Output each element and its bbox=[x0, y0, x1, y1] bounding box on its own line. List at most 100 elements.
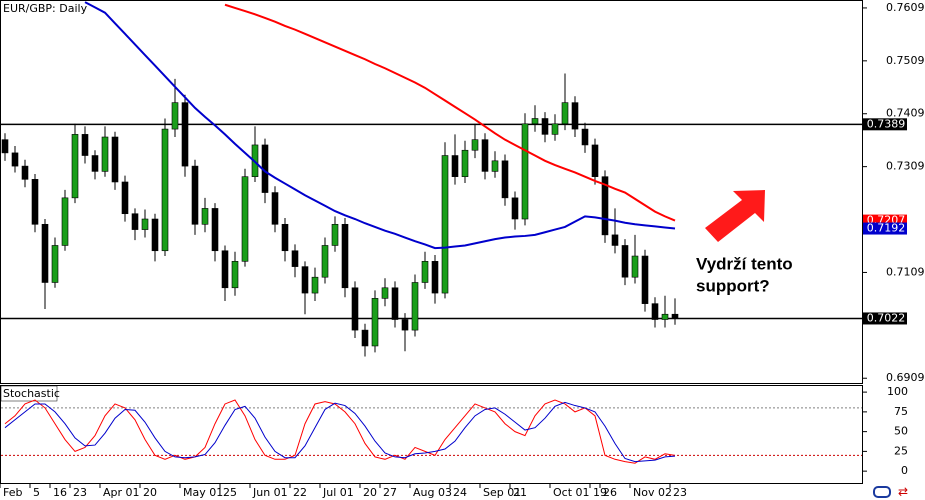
x-tick-label: Nov 02 bbox=[633, 486, 672, 499]
candle-body bbox=[501, 160, 509, 199]
candle-body bbox=[351, 287, 359, 331]
candle-body bbox=[371, 298, 379, 347]
indicator-tick-label: 25 bbox=[894, 444, 908, 457]
candle-body bbox=[301, 266, 309, 294]
candle-body bbox=[461, 149, 469, 177]
candle-body bbox=[451, 155, 459, 177]
y-tick-label: 0.6909 bbox=[886, 371, 925, 384]
x-tick-label: Feb bbox=[3, 486, 22, 499]
candle-body bbox=[221, 250, 229, 289]
y-tick-label: 0.7509 bbox=[886, 54, 925, 67]
title-box bbox=[1, 1, 83, 17]
price-panel bbox=[0, 0, 863, 384]
candle-body bbox=[11, 152, 19, 167]
candle-body bbox=[41, 223, 49, 283]
candle-body bbox=[571, 102, 579, 130]
x-tick-label: 21 bbox=[513, 486, 527, 499]
candle-body bbox=[161, 128, 169, 252]
candle-body bbox=[551, 123, 559, 135]
annotation: Vydrží tento bbox=[696, 254, 793, 273]
candle-body bbox=[671, 313, 679, 319]
y-tick-label: 0.7309 bbox=[886, 160, 925, 173]
candle-body bbox=[511, 197, 519, 220]
indicator-tick-label: 0 bbox=[901, 464, 908, 477]
candle-body bbox=[211, 208, 219, 252]
candle-body bbox=[541, 118, 549, 135]
icon bbox=[873, 486, 891, 498]
candle-body bbox=[131, 213, 139, 230]
y-tick-label: 0.7609 bbox=[886, 1, 925, 14]
x-tick-label: Oct 01 bbox=[553, 486, 590, 499]
level-label: 0.7389 bbox=[867, 117, 906, 130]
candle-body bbox=[291, 250, 299, 267]
candle-body bbox=[491, 160, 499, 172]
x-tick-label: 23 bbox=[73, 486, 87, 499]
y-tick-label: 0.7409 bbox=[886, 107, 925, 120]
candle-body bbox=[241, 176, 249, 262]
candle-body bbox=[391, 287, 399, 320]
x-tick-label: 22 bbox=[293, 486, 307, 499]
candle-body bbox=[661, 313, 669, 320]
x-tick-label: Jun 01 bbox=[252, 486, 288, 499]
x-tick-label: May 01 bbox=[183, 486, 223, 499]
y-tick-label: 0.7109 bbox=[886, 265, 925, 278]
x-tick-label: 20 bbox=[363, 486, 377, 499]
indicator-title: Stochastic bbox=[3, 387, 60, 400]
candle-body bbox=[601, 176, 609, 236]
candle-body bbox=[21, 165, 29, 180]
candle-body bbox=[581, 128, 589, 146]
candle-body bbox=[71, 134, 79, 199]
x-tick-label: 5 bbox=[33, 486, 40, 499]
candle-body bbox=[631, 255, 639, 278]
candle-body bbox=[141, 218, 149, 230]
x-tick-label: 24 bbox=[453, 486, 467, 499]
chart-title: EUR/GBP: Daily bbox=[3, 2, 88, 15]
level-label: 0.7022 bbox=[867, 311, 906, 324]
candle-body bbox=[181, 102, 189, 167]
candle-body bbox=[121, 181, 129, 215]
candle-body bbox=[411, 282, 419, 331]
candle-body bbox=[561, 102, 569, 125]
candle-body bbox=[401, 319, 409, 331]
indicator-panel bbox=[0, 385, 863, 484]
candle-body bbox=[591, 144, 599, 177]
candle-body bbox=[151, 218, 159, 252]
ma-label: 0.7192 bbox=[867, 222, 906, 235]
candle-body bbox=[61, 197, 69, 246]
indicator-title-box bbox=[0, 385, 58, 402]
candle-body bbox=[51, 245, 59, 283]
candle-body bbox=[91, 155, 99, 172]
x-tick-label: 20 bbox=[143, 486, 157, 499]
ma-label-box bbox=[863, 222, 907, 235]
candle-body bbox=[81, 134, 89, 156]
stochastic-line bbox=[4, 401, 676, 463]
candle-body bbox=[471, 139, 479, 151]
level-label-box bbox=[863, 312, 907, 325]
candle-body bbox=[341, 223, 349, 289]
x-tick-label: Sep 01 bbox=[483, 486, 521, 499]
moving-average bbox=[224, 3, 676, 222]
candle-body bbox=[621, 245, 629, 278]
indicator-tick-label: 100 bbox=[887, 385, 908, 398]
candle-body bbox=[101, 136, 109, 172]
annotation: support? bbox=[696, 276, 770, 295]
candle-body bbox=[311, 276, 319, 294]
candle-body bbox=[381, 287, 389, 299]
x-tick-label: 16 bbox=[53, 486, 67, 499]
moving-average bbox=[84, 1, 676, 250]
candle-body bbox=[111, 136, 119, 183]
x-tick-label: 23 bbox=[673, 486, 687, 499]
candle-body bbox=[321, 245, 329, 278]
candle-body bbox=[271, 192, 279, 225]
x-tick-label: Aug 03 bbox=[413, 486, 452, 499]
candle-body bbox=[1, 139, 9, 154]
candle-body bbox=[531, 118, 539, 125]
candle-body bbox=[611, 234, 619, 246]
candle-body bbox=[231, 261, 239, 289]
candle-body bbox=[431, 261, 439, 294]
x-tick-label: 26 bbox=[603, 486, 617, 499]
candle-body bbox=[641, 255, 649, 304]
indicator-tick-label: 50 bbox=[894, 425, 908, 438]
candle-body bbox=[441, 155, 449, 294]
